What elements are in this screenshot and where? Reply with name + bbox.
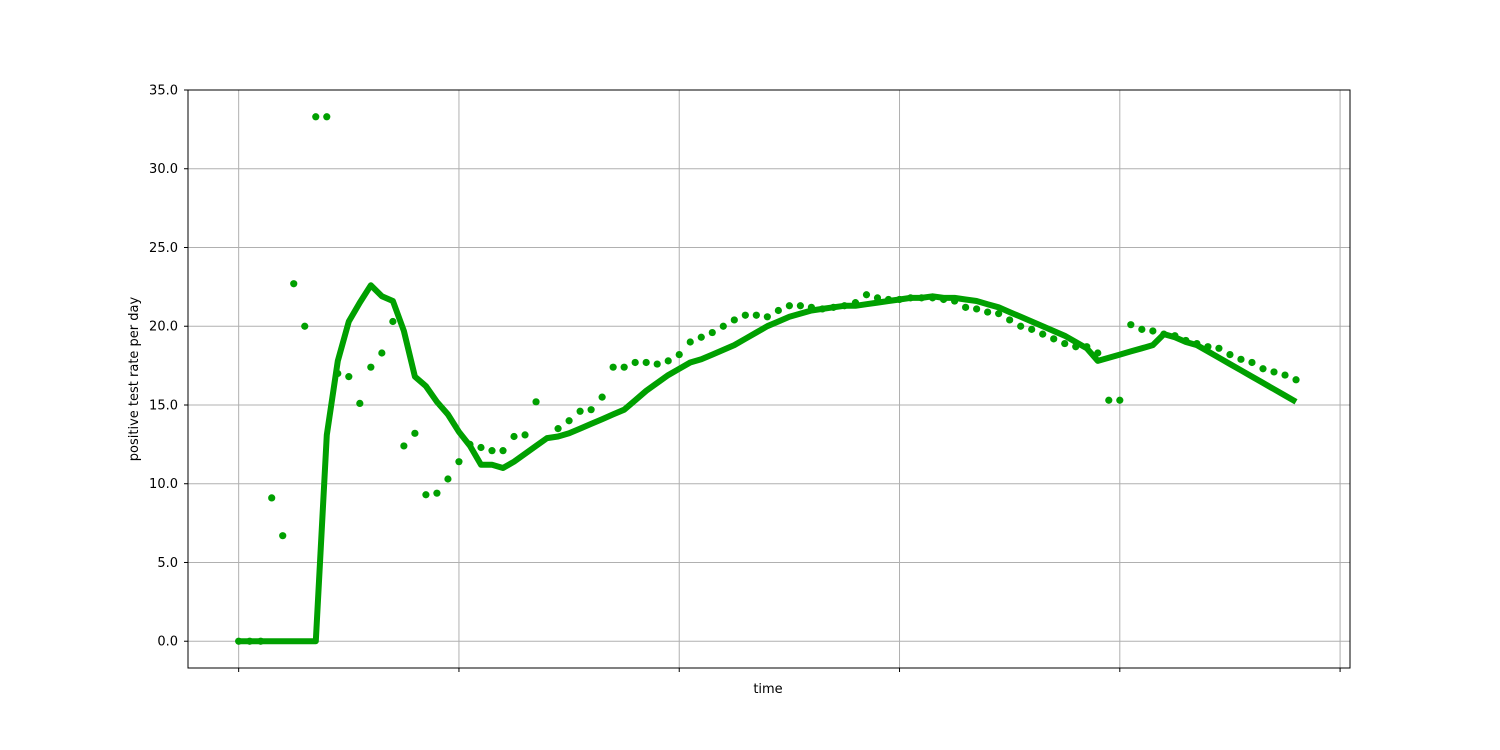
data-point: [774, 306, 782, 315]
data-point: [1061, 339, 1069, 348]
data-point: [268, 494, 276, 502]
data-point: [1116, 396, 1124, 404]
data-point: [962, 303, 970, 311]
data-point: [620, 363, 628, 371]
data-point: [1105, 396, 1113, 404]
y-axis-title: positive test rate per day: [127, 296, 142, 461]
data-point: [1017, 322, 1025, 330]
data-point: [279, 532, 287, 540]
data-point: [1248, 358, 1256, 367]
data-point: [1039, 330, 1047, 338]
data-point: [532, 398, 540, 406]
data-point: [411, 429, 419, 437]
data-point: [323, 113, 331, 121]
data-point: [1028, 325, 1036, 333]
data-point: [1127, 321, 1135, 329]
data-point: [389, 317, 397, 326]
data-point: [521, 431, 529, 439]
y-tick-label: 25.0: [149, 241, 178, 256]
data-point: [1281, 371, 1289, 379]
data-point: [862, 291, 871, 299]
series-line: [238, 282, 1298, 645]
data-point: [609, 363, 617, 371]
data-point: [400, 442, 408, 450]
data-point: [984, 308, 992, 316]
data-point: [719, 322, 727, 330]
data-point: [455, 458, 463, 466]
data-point: [378, 349, 386, 357]
ticks: 0.0 5.0 10.0 15.0 20.0 25.0 30.0 35.0: [149, 84, 1341, 672]
data-point: [653, 360, 661, 368]
data-point: [422, 491, 430, 499]
data-point: [554, 425, 562, 433]
data-point: [631, 358, 639, 367]
y-tick-label: 35.0: [149, 84, 178, 99]
data-point: [697, 333, 705, 341]
data-point: [477, 443, 485, 452]
data-point: [345, 373, 353, 381]
data-point: [565, 417, 573, 425]
y-tick-label: 30.0: [149, 162, 178, 177]
data-point: [1006, 316, 1014, 324]
data-point: [995, 310, 1003, 318]
data-point: [1149, 327, 1157, 335]
data-point: [1270, 368, 1278, 376]
data-point: [642, 358, 650, 367]
data-point: [686, 338, 694, 346]
plot-frame: [187, 89, 1351, 669]
data-point: [752, 311, 760, 319]
y-tick-label: 15.0: [149, 398, 178, 413]
data-point: [367, 363, 375, 371]
data-point: [785, 302, 793, 310]
data-point: [1138, 325, 1146, 333]
data-point: [290, 280, 298, 288]
data-point: [488, 447, 496, 455]
data-point: [576, 407, 584, 415]
y-tick-label: 20.0: [149, 320, 178, 335]
x-axis-title: time: [753, 682, 782, 697]
y-tick-label: 0.0: [157, 635, 178, 650]
data-point: [598, 393, 606, 401]
data-point: [1215, 344, 1223, 352]
data-point: [510, 432, 518, 441]
data-point: [312, 113, 320, 121]
data-point: [796, 302, 804, 310]
data-point: [973, 305, 981, 313]
data-point: [1292, 376, 1300, 384]
data-point: [741, 311, 749, 319]
data-point: [1237, 355, 1245, 363]
data-point: [444, 475, 452, 483]
data-point: [1226, 350, 1234, 359]
data-point: [763, 313, 771, 321]
data-point: [587, 406, 595, 414]
data-point: [301, 322, 309, 330]
trend-line: [238, 282, 1298, 645]
data-point: [499, 447, 507, 455]
y-tick-label: 5.0: [157, 556, 178, 571]
data-point: [1259, 365, 1267, 373]
data-point: [664, 357, 672, 365]
data-point: [356, 399, 364, 408]
data-point: [730, 316, 738, 324]
data-point: [675, 350, 683, 359]
data-point: [708, 328, 716, 337]
data-point: [1050, 335, 1058, 343]
y-tick-label: 10.0: [149, 477, 178, 492]
data-point: [433, 489, 441, 497]
